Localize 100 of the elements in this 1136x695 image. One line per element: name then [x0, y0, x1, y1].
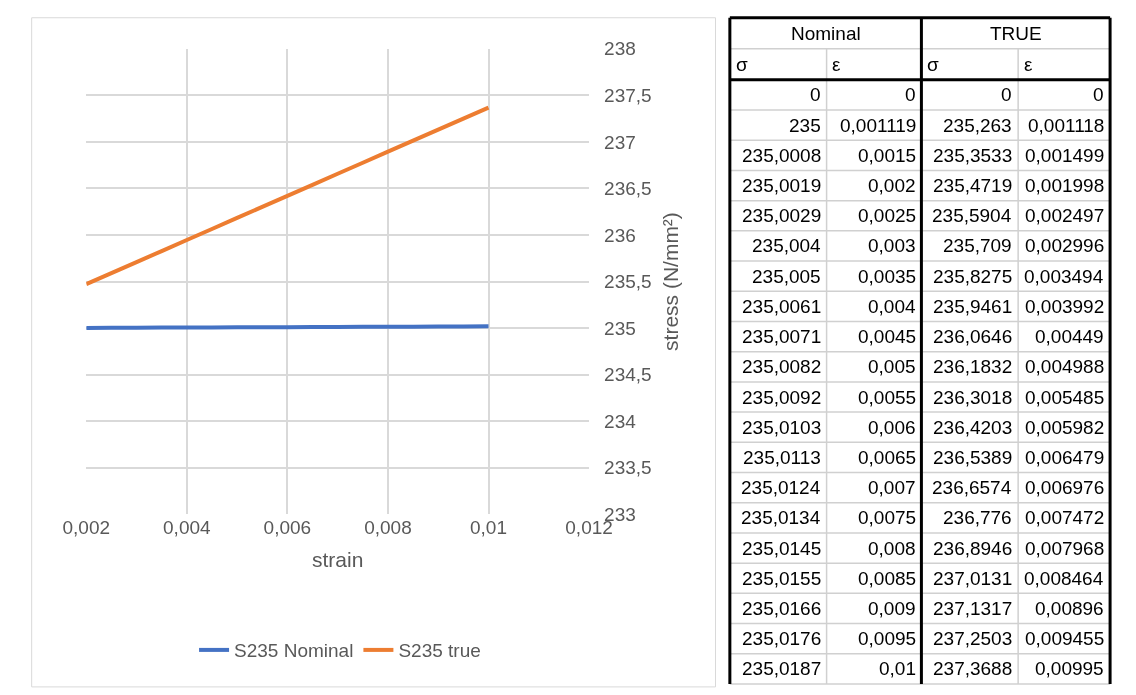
- text: 235,0082: [742, 356, 822, 377]
- text: 236,8946: [933, 538, 1013, 559]
- text: 0,009455: [1025, 628, 1105, 649]
- text: 235,0187: [742, 658, 822, 679]
- text: 0,002996: [1025, 235, 1105, 256]
- y-tick-label: 235,5: [604, 271, 652, 293]
- text: 237,3688: [933, 658, 1013, 679]
- text: 235,4719: [933, 175, 1013, 196]
- text: 235,5904: [932, 205, 1012, 226]
- text: 235,0145: [742, 538, 822, 559]
- text: 0,0065: [858, 447, 917, 468]
- text: 0,002: [868, 175, 916, 196]
- text: 0,00449: [1035, 326, 1104, 347]
- text: 235,005: [752, 266, 821, 287]
- text: 0,001998: [1025, 175, 1105, 196]
- text: 236,1832: [933, 356, 1013, 377]
- text: 0: [1001, 84, 1012, 105]
- text: TRUE: [990, 23, 1042, 44]
- text: 0,004: [868, 296, 916, 317]
- text: 0,004988: [1025, 356, 1105, 377]
- x-tick-label: 0,002: [62, 517, 111, 539]
- text: 0,008464: [1024, 568, 1104, 589]
- text: 235,0103: [742, 417, 822, 438]
- text: 235,709: [943, 235, 1012, 256]
- text: 235,0124: [741, 477, 821, 498]
- text: 0,005982: [1025, 417, 1105, 438]
- legend-label: S235 Nominal: [234, 640, 354, 662]
- text: 0,0085: [858, 568, 917, 589]
- y-tick-label: 233,5: [604, 457, 652, 479]
- text: 0,0015: [858, 145, 917, 166]
- text: 235,0113: [743, 447, 821, 468]
- text: 236,5389: [933, 447, 1013, 468]
- text: 0,001118: [1028, 115, 1105, 136]
- text: 0,0055: [858, 387, 917, 408]
- y-tick-label: 236,5: [604, 178, 652, 200]
- text: σ: [927, 54, 939, 75]
- x-axis-title: strain: [311, 548, 364, 572]
- text: 0,0095: [858, 628, 917, 649]
- text: 237,2503: [933, 628, 1013, 649]
- text: 0,008: [868, 538, 916, 559]
- x-tick-label: 0,004: [163, 517, 212, 539]
- text: 0,0075: [858, 507, 917, 528]
- y-axis-title: stress (N/mm²): [658, 212, 682, 351]
- x-tick-label: 0,006: [263, 517, 312, 539]
- text: Nominal: [791, 23, 861, 44]
- text: 236,0646: [933, 326, 1013, 347]
- text: 0,0025: [858, 205, 917, 226]
- text: 0,006: [868, 417, 916, 438]
- text: 0,005: [868, 356, 916, 377]
- text: 237,1317: [933, 598, 1013, 619]
- y-tick-label: 237,5: [604, 84, 652, 106]
- text: 235,0019: [742, 175, 822, 196]
- text: σ: [736, 54, 748, 75]
- text: 236,6574: [932, 477, 1012, 498]
- text: 235: [789, 115, 821, 136]
- text: 0,003992: [1025, 296, 1105, 317]
- text: 0,007968: [1025, 538, 1105, 559]
- text: 235,0155: [742, 568, 822, 589]
- x-tick-label: 0,01: [470, 517, 507, 539]
- text: 0,006976: [1025, 477, 1105, 498]
- y-tick-label: 235: [604, 317, 636, 339]
- text: 0,007472: [1025, 507, 1105, 528]
- text: 0,007: [868, 477, 916, 498]
- text: 235,0166: [742, 598, 822, 619]
- text: 0: [905, 84, 916, 105]
- text: 0,00995: [1035, 658, 1104, 679]
- text: 236,3018: [933, 387, 1013, 408]
- text: 0,006479: [1025, 447, 1105, 468]
- text: ε: [1024, 54, 1033, 75]
- text: 0,005485: [1025, 387, 1105, 408]
- text: 0: [1093, 84, 1104, 105]
- text: 236,4203: [933, 417, 1013, 438]
- text: 235,0092: [742, 387, 822, 408]
- y-tick-label: 234: [604, 410, 637, 432]
- text: 235,3533: [933, 145, 1013, 166]
- text: 235,263: [943, 115, 1012, 136]
- text: 235,0134: [741, 507, 821, 528]
- text: 0: [810, 84, 821, 105]
- legend-label: S235 true: [398, 640, 481, 662]
- y-tick-label: 234,5: [604, 364, 652, 386]
- text: 237,0131: [933, 568, 1013, 589]
- line-series: [86, 105, 491, 287]
- text: 0,009: [868, 598, 916, 619]
- text: 235,8275: [933, 266, 1013, 287]
- text: 0,003: [868, 235, 916, 256]
- text: 0,0045: [858, 326, 917, 347]
- x-tick-label: 0,008: [364, 517, 412, 539]
- y-tick-label: 238: [604, 38, 636, 60]
- y-tick-label: 237: [604, 131, 636, 153]
- text: 0,003494: [1024, 266, 1104, 287]
- y-tick-label: 236: [604, 224, 636, 246]
- text: 235,0176: [742, 628, 822, 649]
- text: 0,01: [879, 658, 916, 679]
- text: 235,9461: [933, 296, 1013, 317]
- text: 0,00896: [1035, 598, 1104, 619]
- text: 0,001119: [840, 115, 917, 136]
- text: 0,002497: [1025, 205, 1105, 226]
- text: ε: [832, 54, 841, 75]
- text: 236,776: [943, 507, 1012, 528]
- text: 235,0008: [742, 145, 822, 166]
